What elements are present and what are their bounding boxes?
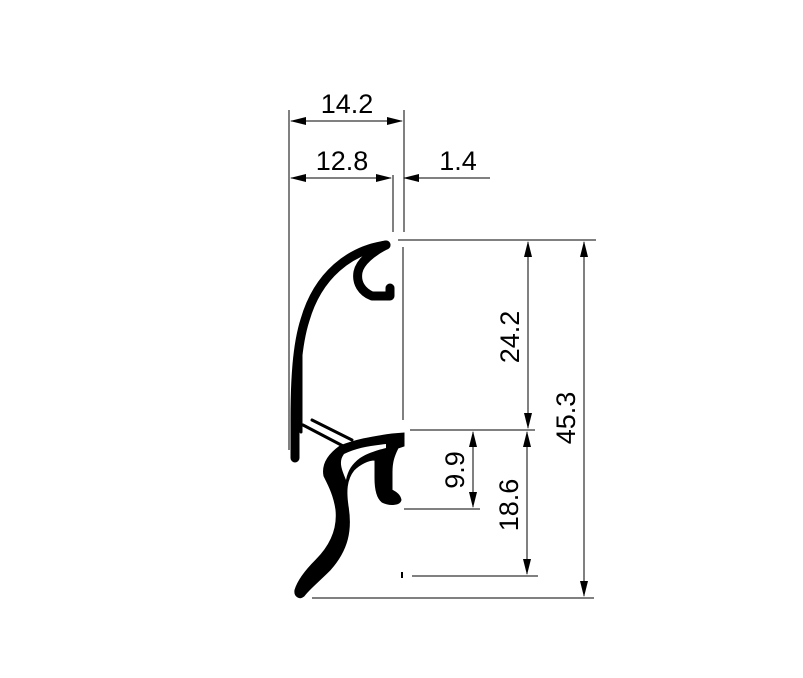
dimension-upper-height: 24.2 — [495, 241, 532, 429]
dimension-lip-width: 1.4 — [403, 146, 490, 182]
dimension-overall-height: 45.3 — [551, 241, 588, 597]
dimension-hook-height: 9.9 — [440, 431, 477, 508]
dimension-lower-height: 18.6 — [494, 431, 531, 575]
dimension-label-lower-height: 18.6 — [494, 479, 524, 532]
dimension-label-overall-width: 14.2 — [321, 89, 374, 119]
extension-lines — [288, 110, 596, 599]
profile-cross-section — [290, 240, 405, 599]
dimension-label-hook-height: 9.9 — [440, 451, 470, 489]
dimension-label-inner-width: 12.8 — [316, 146, 369, 176]
dimension-label-lip-width: 1.4 — [439, 146, 477, 176]
dimension-overall-width: 14.2 — [290, 89, 403, 125]
dimension-inner-width: 12.8 — [290, 146, 392, 182]
dimension-label-upper-height: 24.2 — [495, 311, 525, 364]
dimension-label-overall-height: 45.3 — [551, 392, 581, 445]
